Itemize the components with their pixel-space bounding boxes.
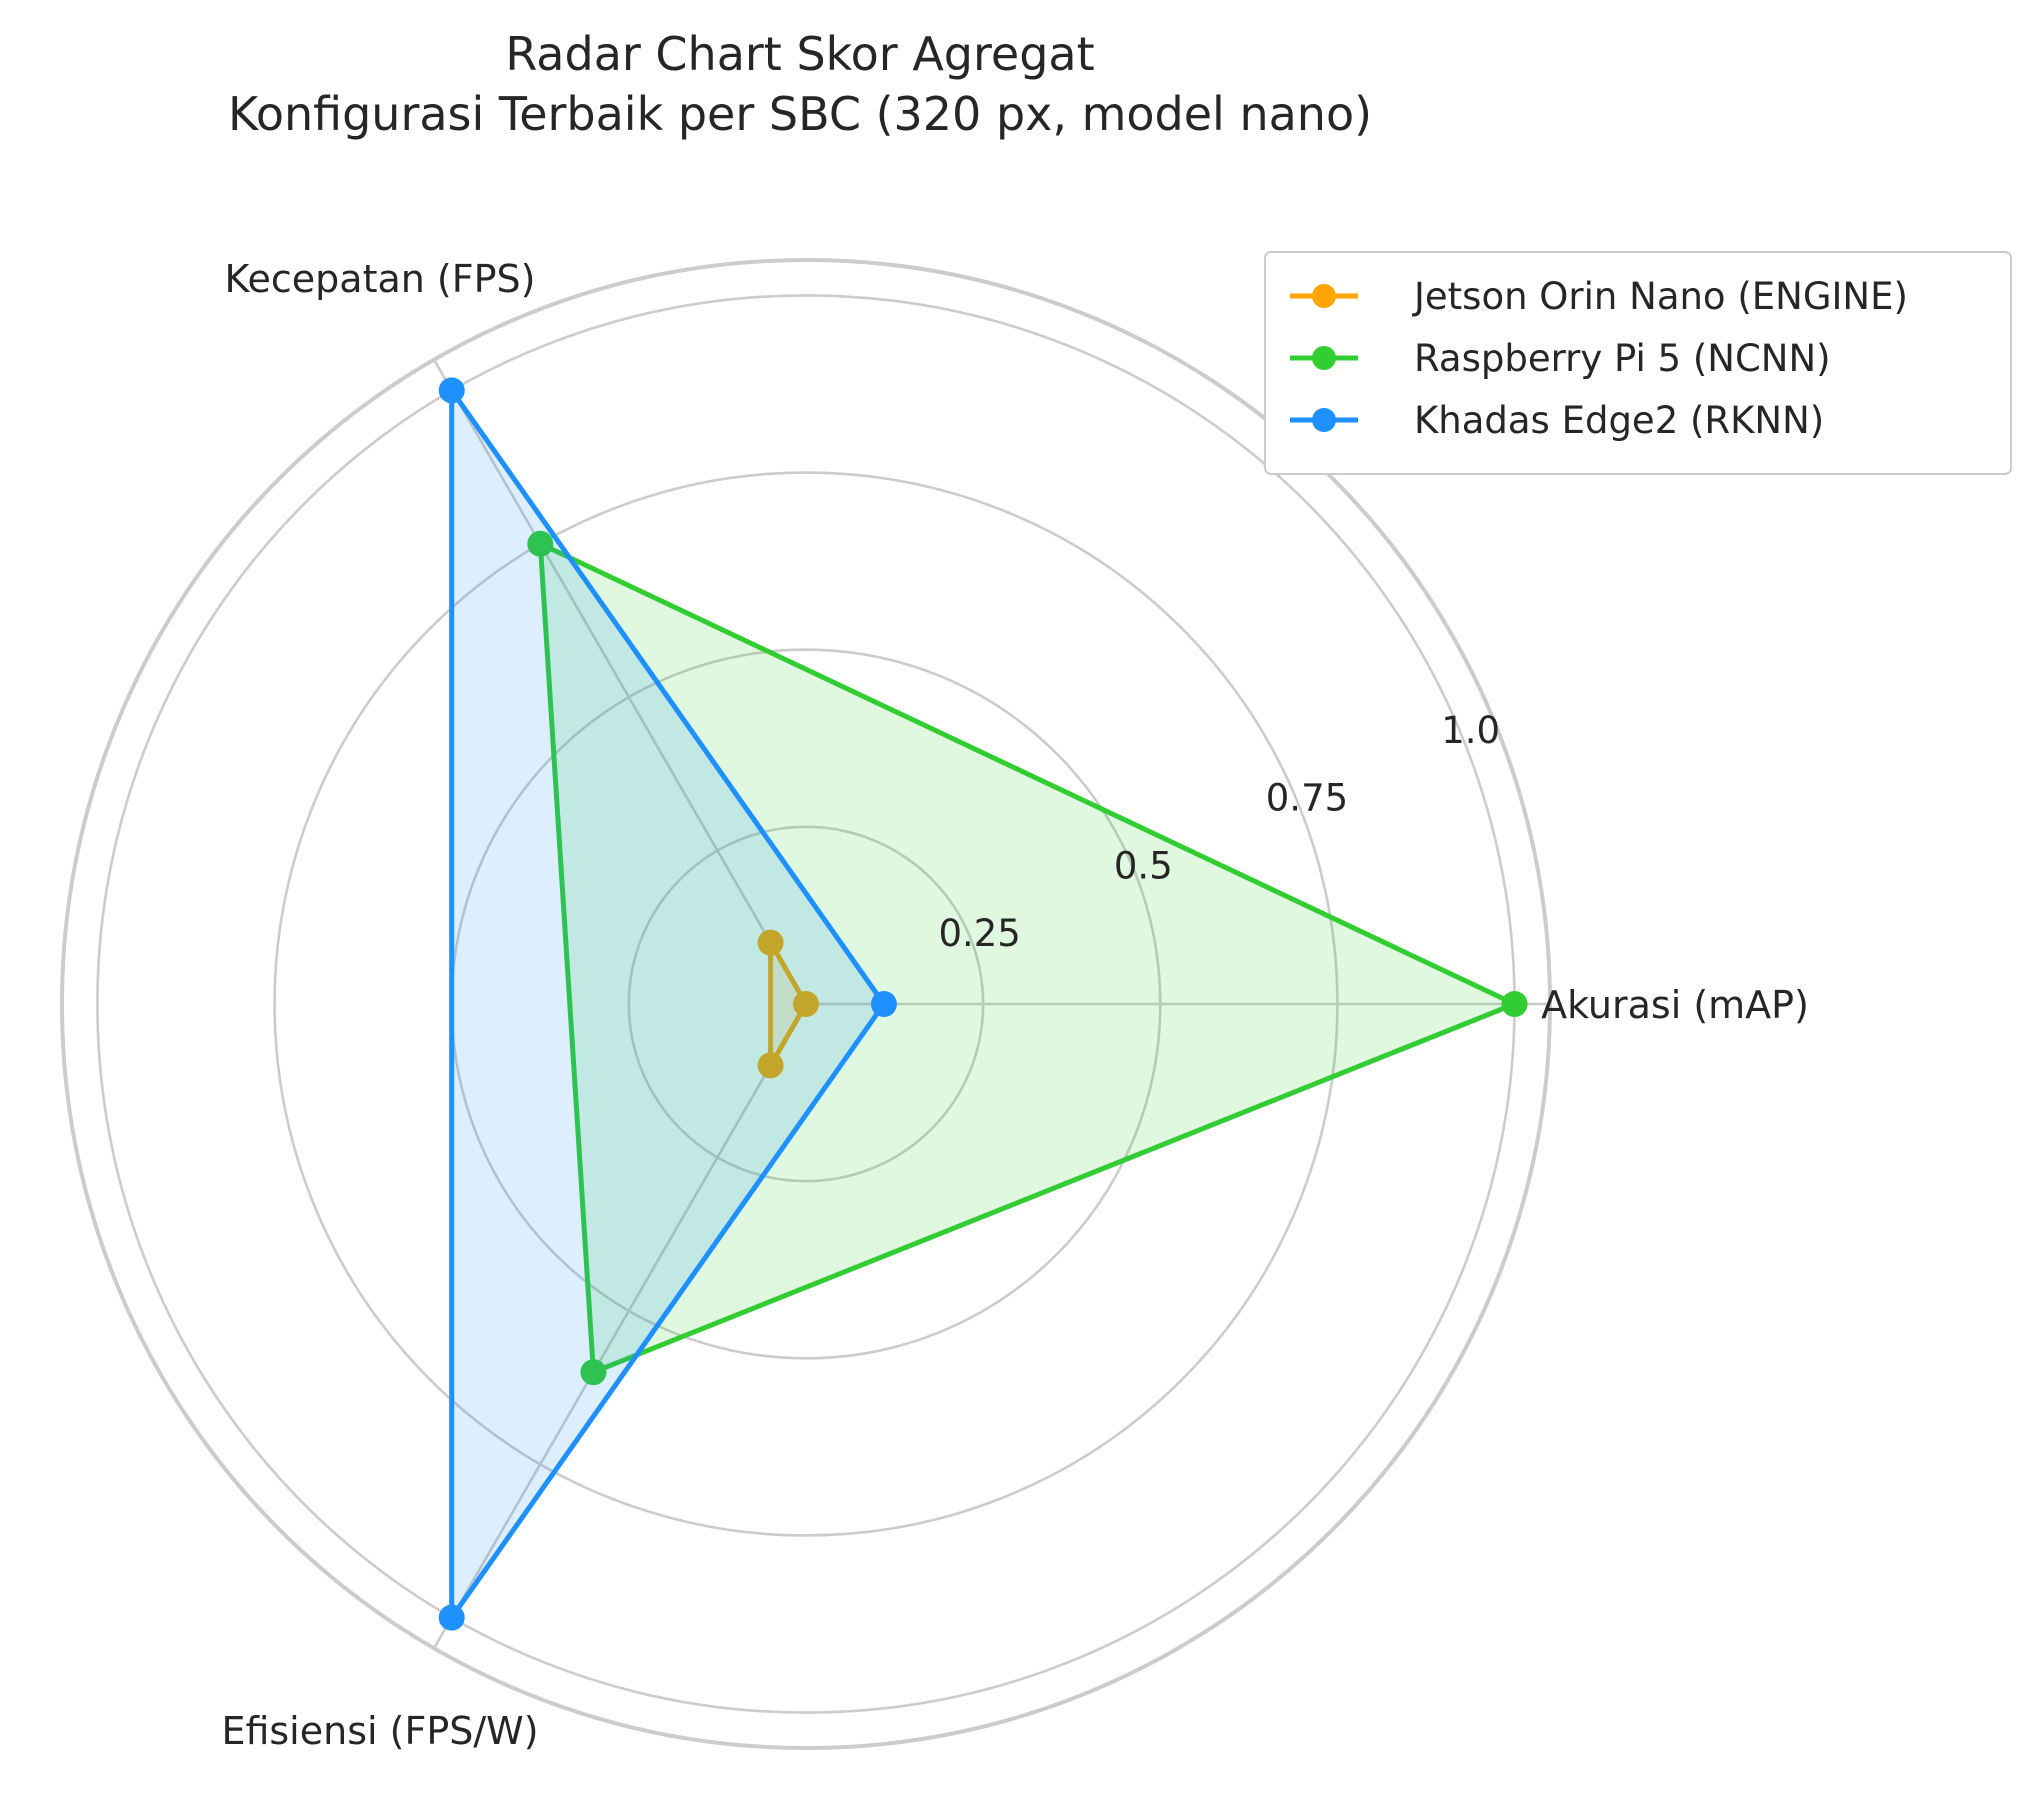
legend-frame bbox=[1264, 251, 2012, 475]
series-line-jetson-orin-nano-engine bbox=[768, 940, 809, 1068]
data-point-raspberry-pi-5-ncnn-3 bbox=[580, 1359, 607, 1386]
chart-title-line-1: Radar Chart Skor Agregat bbox=[505, 27, 1094, 81]
chart-title-line-2: Konfigurasi Terbaik per SBC (320 px, mod… bbox=[228, 87, 1372, 141]
data-point-khadas-edge2-rknn-1 bbox=[870, 991, 897, 1017]
data-point-raspberry-pi-5-ncnn-2 bbox=[527, 530, 554, 557]
radial-tick-label: 1.0 bbox=[1441, 709, 1500, 752]
label-layer: 0.25 0.5 0.75 1.0 Akurasi (mAP) Kecepatan (FP… bbox=[221, 257, 1808, 1753]
series-fill-raspberry-pi-5-ncnn bbox=[540, 543, 1515, 1373]
data-point-jetson-orin-nano-engine-3 bbox=[757, 1052, 784, 1079]
legend-label-raspberry-pi-5-ncnn: Raspberry Pi 5 (NCNN) bbox=[1414, 337, 1831, 380]
series-fill-jetson-orin-nano-engine bbox=[770, 942, 806, 1066]
axis-label-3: Efisiensi (FPS/W) bbox=[221, 1709, 538, 1753]
radial-tick-label: 0.25 bbox=[938, 912, 1020, 955]
legend-swatch-marker-jetson-orin-nano-engine bbox=[1312, 284, 1336, 308]
legend: Jetson Orin Nano (ENGINE) Raspberry Pi 5 … bbox=[1264, 251, 2012, 475]
legend-label-jetson-orin-nano-engine: Jetson Orin Nano (ENGINE) bbox=[1412, 275, 1908, 318]
radial-tick-label: 0.5 bbox=[1114, 844, 1173, 887]
data-point-jetson-orin-nano-engine-1 bbox=[793, 991, 819, 1017]
axis-label-2: Kecepatan (FPS) bbox=[225, 257, 536, 301]
data-point-khadas-edge2-rknn-3 bbox=[438, 1604, 465, 1631]
radial-tick-label: 0.75 bbox=[1266, 777, 1348, 820]
data-point-raspberry-pi-5-ncnn-1 bbox=[1501, 991, 1528, 1017]
data-point-khadas-edge2-rknn-2 bbox=[438, 377, 465, 404]
legend-swatch-marker-raspberry-pi-5-ncnn bbox=[1312, 346, 1336, 370]
series-line-raspberry-pi-5-ncnn bbox=[537, 541, 1518, 1375]
legend-swatch-marker-khadas-edge2-rknn bbox=[1312, 408, 1336, 432]
series-layer bbox=[438, 377, 1528, 1631]
legend-label-khadas-edge2-rknn: Khadas Edge2 (RKNN) bbox=[1414, 399, 1824, 442]
series-fill-khadas-edge2-rknn bbox=[451, 390, 884, 1618]
axis-spoke-3 bbox=[432, 1003, 808, 1649]
data-point-jetson-orin-nano-engine-2 bbox=[757, 929, 784, 956]
axis-label-1: Akurasi (mAP) bbox=[1541, 983, 1809, 1027]
axis-spoke-2 bbox=[432, 359, 808, 1005]
series-line-khadas-edge2-rknn bbox=[449, 387, 887, 1621]
